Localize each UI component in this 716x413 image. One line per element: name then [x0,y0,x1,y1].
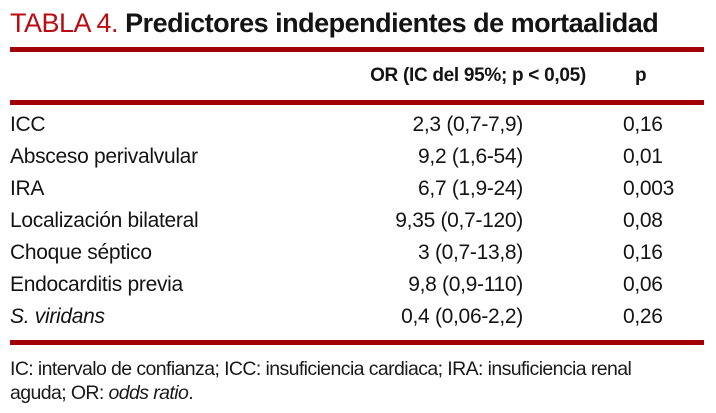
table-title: TABLA 4. Predictores independientes de mo… [10,8,704,38]
row-label: ICC [10,113,46,136]
row-or-value: 3 (0,7-13,8) [418,241,523,264]
table-row: S. viridans 0,4 (0,06-2,2) 0,26 [10,301,704,333]
row-or-value: 9,2 (1,6-54) [418,145,523,168]
table-row: Choque séptico 3 (0,7-13,8) 0,16 [10,237,704,269]
row-p-value: 0,16 [623,241,663,264]
footnote-period: . [188,382,194,404]
table-caption: Predictores independientes de mortaalida… [125,8,659,38]
table-row: IRA 6,7 (1,9-24) 0,003 [10,173,704,205]
header-or-label: OR (IC del 95%; p < 0,05) [370,65,586,86]
row-or-value: 9,35 (0,7-120) [395,209,523,232]
row-or-value: 0,4 (0,06-2,2) [401,305,523,328]
table-header-row: OR (IC del 95%; p < 0,05) p [10,52,704,100]
table-row: ICC 2,3 (0,7-7,9) 0,16 [10,109,704,141]
row-label: Endocarditis previa [10,273,183,296]
table-row: Localización bilateral 9,35 (0,7-120) 0,… [10,205,704,237]
bottom-rule [10,340,704,345]
row-or-value: 6,7 (1,9-24) [418,177,523,200]
footnote-line-2: aguda; OR: odds ratio. [10,381,704,405]
table-body: ICC 2,3 (0,7-7,9) 0,16 Absceso perivalvu… [10,109,704,333]
table-row: Endocarditis previa 9,8 (0,9-110) 0,06 [10,269,704,301]
table-footnote: IC: intervalo de confianza; ICC: insufic… [10,357,704,405]
row-label: IRA [10,177,45,200]
row-label: Localización bilateral [10,209,199,232]
row-p-value: 0,16 [623,113,663,136]
footnote-line-1: IC: intervalo de confianza; ICC: insufic… [10,358,632,380]
footnote-italic-term: odds ratio [108,382,189,404]
top-rule [10,47,704,52]
row-p-value: 0,01 [623,145,663,168]
row-p-value: 0,26 [623,305,663,328]
row-label: Choque séptico [10,241,152,264]
table-row: Absceso perivalvular 9,2 (1,6-54) 0,01 [10,141,704,173]
row-or-value: 2,3 (0,7-7,9) [412,113,524,136]
row-p-value: 0,003 [623,177,675,200]
row-p-value: 0,08 [623,209,663,232]
row-label: Absceso perivalvular [10,145,198,168]
row-p-value: 0,06 [623,273,663,296]
footnote-line2-text: aguda; OR: [10,382,109,404]
table-number: TABLA 4. [10,8,119,38]
row-or-value: 9,8 (0,9-110) [408,273,523,296]
row-label: S. viridans [10,305,105,328]
header-p-label: p [635,65,647,86]
header-rule [10,100,704,105]
